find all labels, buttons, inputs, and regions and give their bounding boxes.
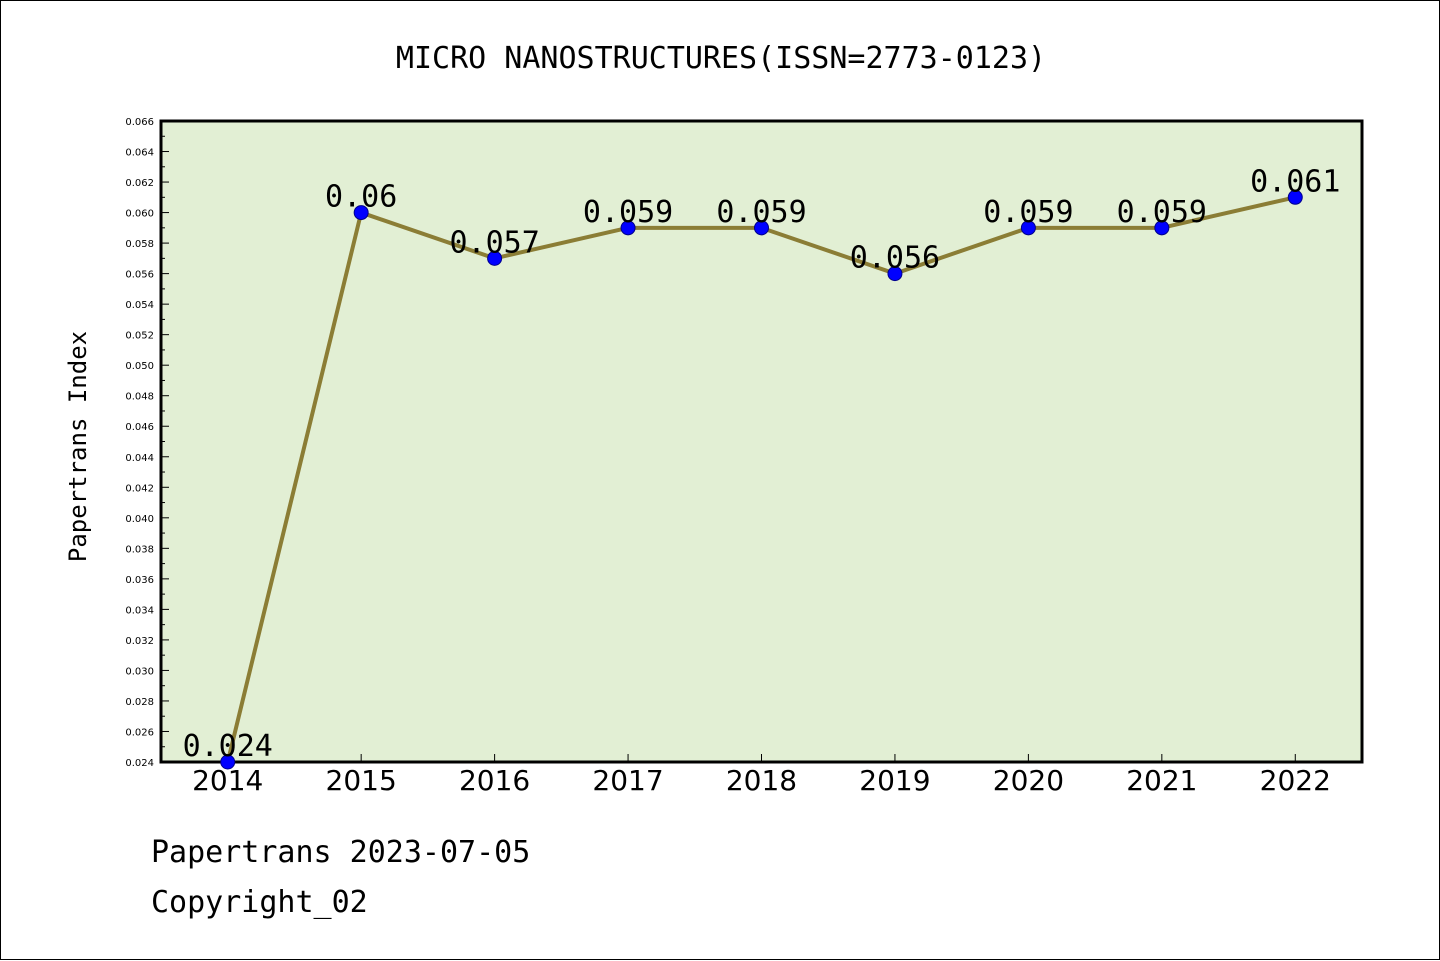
- data-point: [887, 266, 903, 282]
- data-label: 0.059: [1117, 195, 1207, 230]
- x-tick-label: 2017: [592, 764, 663, 797]
- chart-title: MICRO NANOSTRUCTURES(ISSN=2773-0123): [396, 41, 1046, 76]
- x-tick-label: 2022: [1260, 764, 1331, 797]
- footer-copyright: Copyright_02: [151, 885, 368, 920]
- y-tick-label: 0.034: [125, 605, 154, 616]
- y-tick-label: 0.026: [125, 727, 154, 738]
- footer-source: Papertrans 2023-07-05: [151, 835, 531, 870]
- y-tick-label: 0.066: [125, 117, 154, 128]
- data-point: [1154, 220, 1170, 236]
- y-tick-label: 0.028: [125, 697, 154, 708]
- y-tick-label: 0.064: [125, 148, 154, 159]
- data-label: 0.061: [1250, 164, 1340, 199]
- data-labels: 0.024 0.06 0.057 0.059 0.059 0.056 0.059 0.059 0…: [183, 164, 1341, 764]
- data-point: [220, 754, 236, 770]
- y-axis-label: Papertrans Index: [64, 331, 92, 562]
- x-tick-label: 2019: [859, 764, 930, 797]
- data-point: [754, 220, 769, 236]
- y-tick-label: 0.040: [125, 514, 154, 525]
- data-point: [487, 250, 503, 266]
- data-label: 0.056: [850, 241, 940, 276]
- data-point: [1287, 189, 1303, 205]
- x-tick-label: 2018: [726, 764, 797, 797]
- y-tick-label: 0.058: [125, 239, 154, 250]
- y-tick-label: 0.056: [125, 270, 154, 281]
- data-point: [353, 205, 369, 221]
- data-points: [220, 189, 1303, 770]
- y-tick-label: 0.052: [125, 331, 154, 342]
- x-tick-label: 2016: [459, 764, 530, 797]
- data-label: 0.024: [183, 729, 273, 764]
- y-tick-label: 0.032: [125, 636, 154, 647]
- x-tick-label: 2020: [993, 764, 1064, 797]
- x-tick-label: 2021: [1126, 764, 1197, 797]
- data-label: 0.059: [583, 195, 673, 230]
- y-tick-label: 0.054: [125, 300, 154, 311]
- data-label: 0.059: [983, 195, 1073, 230]
- y-tick-label: 0.036: [125, 575, 154, 586]
- y-tick-label: 0.042: [125, 483, 154, 494]
- data-label: 0.06: [325, 180, 397, 215]
- y-tick-label: 0.050: [125, 361, 154, 372]
- y-tick-label: 0.048: [125, 392, 154, 403]
- x-axis: 2014 2015 2016 2017 2018 2019 2020 2021 2022: [192, 754, 1331, 797]
- y-tick-label: 0.024: [125, 758, 154, 769]
- data-label: 0.059: [716, 195, 806, 230]
- y-tick-label: 0.030: [125, 666, 154, 677]
- y-axis: 0.024 0.026 0.028 0.030 0.032 0.034 0.036 0.038…: [125, 117, 169, 769]
- data-point: [620, 220, 636, 236]
- x-tick-label: 2015: [326, 764, 397, 797]
- y-tick-label: 0.060: [125, 209, 154, 220]
- data-point: [1020, 220, 1036, 236]
- y-tick-label: 0.044: [125, 453, 154, 464]
- y-tick-label: 0.046: [125, 422, 154, 433]
- data-label: 0.057: [449, 225, 539, 260]
- y-tick-label: 0.038: [125, 544, 154, 555]
- y-tick-label: 0.062: [125, 178, 154, 189]
